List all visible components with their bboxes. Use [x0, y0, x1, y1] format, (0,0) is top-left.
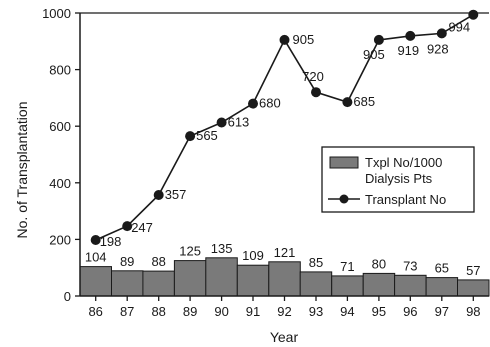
legend-bar-label-line1: Txpl No/1000 [365, 155, 442, 170]
x-tick-label-86: 86 [88, 304, 102, 319]
legend-line-label: Transplant No [365, 192, 446, 207]
bar-label-89: 125 [179, 244, 201, 259]
x-tick-label-91: 91 [246, 304, 260, 319]
bar-label-88: 88 [151, 254, 165, 269]
bar-label-93: 85 [309, 255, 323, 270]
bar-93 [299, 271, 333, 297]
y-tick-label-400: 400 [49, 176, 71, 191]
x-tick-label-97: 97 [435, 304, 449, 319]
bar-label-97: 65 [435, 261, 449, 276]
point-87 [122, 221, 133, 232]
point-label-89: 565 [196, 128, 218, 143]
line-value-labels: 198 247 357 565 613 680 905 720 685 905 919 928 994 [100, 20, 470, 249]
bar-label-95: 80 [372, 256, 386, 271]
y-tick-label-1000: 1000 [42, 6, 71, 21]
bar-89 [173, 260, 207, 297]
point-96 [405, 30, 416, 41]
point-91 [248, 98, 258, 109]
point-98 [468, 9, 479, 20]
point-label-90: 613 [228, 115, 250, 130]
bar-label-91: 109 [242, 248, 264, 263]
point-label-95: 905 [363, 47, 385, 62]
bar-98 [457, 279, 490, 297]
point-97 [436, 28, 447, 39]
point-88 [153, 190, 164, 200]
point-94 [342, 97, 353, 108]
point-90 [216, 117, 227, 128]
point-label-92: 905 [293, 32, 315, 47]
bar-90 [205, 257, 238, 297]
x-axis-label: Year [270, 329, 299, 345]
x-tick-label-96: 96 [403, 304, 417, 319]
x-tick-label-88: 88 [151, 304, 165, 319]
bar-value-labels: 104 89 88 125 135 109 121 85 71 80 73 65 57 [85, 241, 481, 278]
point-93 [311, 87, 321, 98]
bar-label-96: 73 [403, 258, 417, 273]
bar-91 [236, 264, 270, 297]
legend: Txpl No/1000 Dialysis Pts Transplant No [321, 146, 475, 213]
legend-bar-swatch [329, 156, 359, 169]
bar-88 [142, 270, 175, 297]
point-label-97: 928 [427, 41, 449, 56]
point-label-96: 919 [397, 43, 419, 58]
legend-line-marker [339, 194, 349, 204]
point-label-88: 357 [165, 187, 187, 202]
point-label-94: 685 [353, 94, 375, 109]
y-axis-label: No. of Transplantation [14, 102, 30, 239]
bar-label-92: 121 [274, 245, 296, 260]
y-tick-label-800: 800 [49, 63, 71, 78]
line-series [90, 9, 479, 245]
x-tick-labels: 86 87 88 89 90 91 92 93 94 95 96 97 98 [88, 296, 481, 319]
bar-label-90: 135 [211, 241, 233, 256]
y-tick-labels: 0 200 400 600 800 1000 [42, 6, 80, 304]
bar-label-86: 104 [85, 250, 107, 265]
point-95 [373, 34, 384, 45]
legend-bar-label-line2: Dialysis Pts [365, 171, 433, 186]
y-tick-label-0: 0 [64, 289, 71, 304]
bar-label-94: 71 [340, 259, 354, 274]
y-tick-label-200: 200 [49, 232, 71, 247]
bar-label-98: 57 [466, 263, 480, 278]
x-tick-label-93: 93 [309, 304, 323, 319]
bar-92 [268, 261, 301, 297]
x-tick-label-90: 90 [214, 304, 228, 319]
x-tick-label-89: 89 [183, 304, 197, 319]
bar-94 [331, 275, 364, 297]
bar-96 [394, 274, 427, 297]
bar-86 [79, 266, 112, 297]
point-92 [279, 34, 290, 45]
point-label-93: 720 [302, 69, 324, 84]
bar-87 [111, 270, 144, 297]
point-label-98: 994 [448, 20, 470, 35]
x-tick-label-94: 94 [340, 304, 354, 319]
point-label-87: 247 [131, 220, 153, 235]
bar-label-87: 89 [120, 254, 134, 269]
x-tick-label-92: 92 [277, 304, 291, 319]
point-label-86: 198 [100, 234, 122, 249]
bar-series [79, 257, 490, 297]
point-label-91: 680 [259, 96, 281, 111]
point-89 [185, 131, 196, 142]
x-tick-label-95: 95 [372, 304, 386, 319]
x-tick-label-87: 87 [120, 304, 134, 319]
bar-97 [425, 277, 459, 297]
y-tick-label-600: 600 [49, 119, 71, 134]
x-tick-label-98: 98 [466, 304, 480, 319]
point-86 [90, 235, 101, 245]
bar-95 [362, 272, 396, 297]
